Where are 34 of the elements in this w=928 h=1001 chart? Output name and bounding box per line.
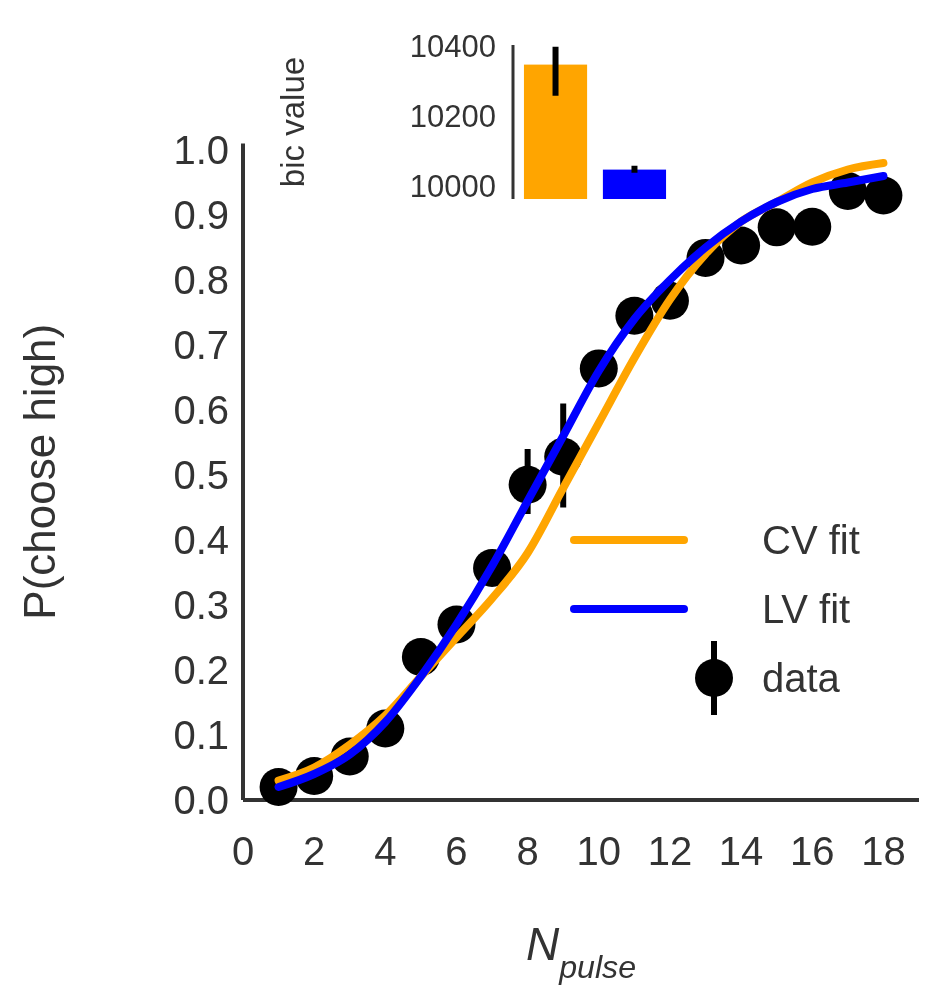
x-tick-label: 16 [790, 829, 835, 873]
y-tick-label: 0.3 [173, 583, 229, 627]
x-tick-label: 2 [303, 829, 326, 873]
y-tick-label: 1.0 [173, 128, 229, 172]
y-tick-label: 0.6 [173, 388, 229, 432]
y-tick-label: 0.4 [173, 518, 229, 562]
y-tick-label: 10200 [409, 99, 496, 135]
legend-label: LV fit [762, 587, 851, 631]
legend-label: data [762, 656, 841, 700]
x-tick-label: 18 [861, 829, 906, 873]
x-axis-title: N$_{pulse}$ [525, 918, 637, 985]
x-tick-label: 6 [445, 829, 468, 873]
y-axis-title: P(choose high) [15, 323, 65, 620]
y-tick-label: 0.2 [173, 648, 229, 692]
y-tick-label: 10000 [409, 169, 496, 205]
x-tick-label: 14 [718, 829, 764, 873]
y-tick-label: 0.0 [173, 778, 229, 822]
y-tick-label: 10400 [409, 29, 496, 65]
point [722, 226, 761, 265]
legend-label: CV fit [762, 518, 860, 562]
x-tick-label: 12 [647, 829, 693, 873]
y-tick-label: 0.9 [173, 193, 229, 237]
point [864, 176, 903, 215]
y-tick-label: 0.5 [173, 453, 229, 497]
x-tick-label: 8 [516, 829, 539, 873]
point [757, 208, 796, 247]
x-tick-label: 0 [231, 829, 255, 873]
y-tick-label: 0.8 [173, 258, 229, 302]
y-tick-label: 0.7 [173, 323, 229, 367]
point [793, 207, 832, 246]
x-tick-label: 4 [374, 829, 397, 873]
y-axis-title: bic value [273, 56, 311, 188]
y-tick-label: 0.1 [173, 713, 229, 757]
x-tick-label: 10 [576, 829, 622, 873]
